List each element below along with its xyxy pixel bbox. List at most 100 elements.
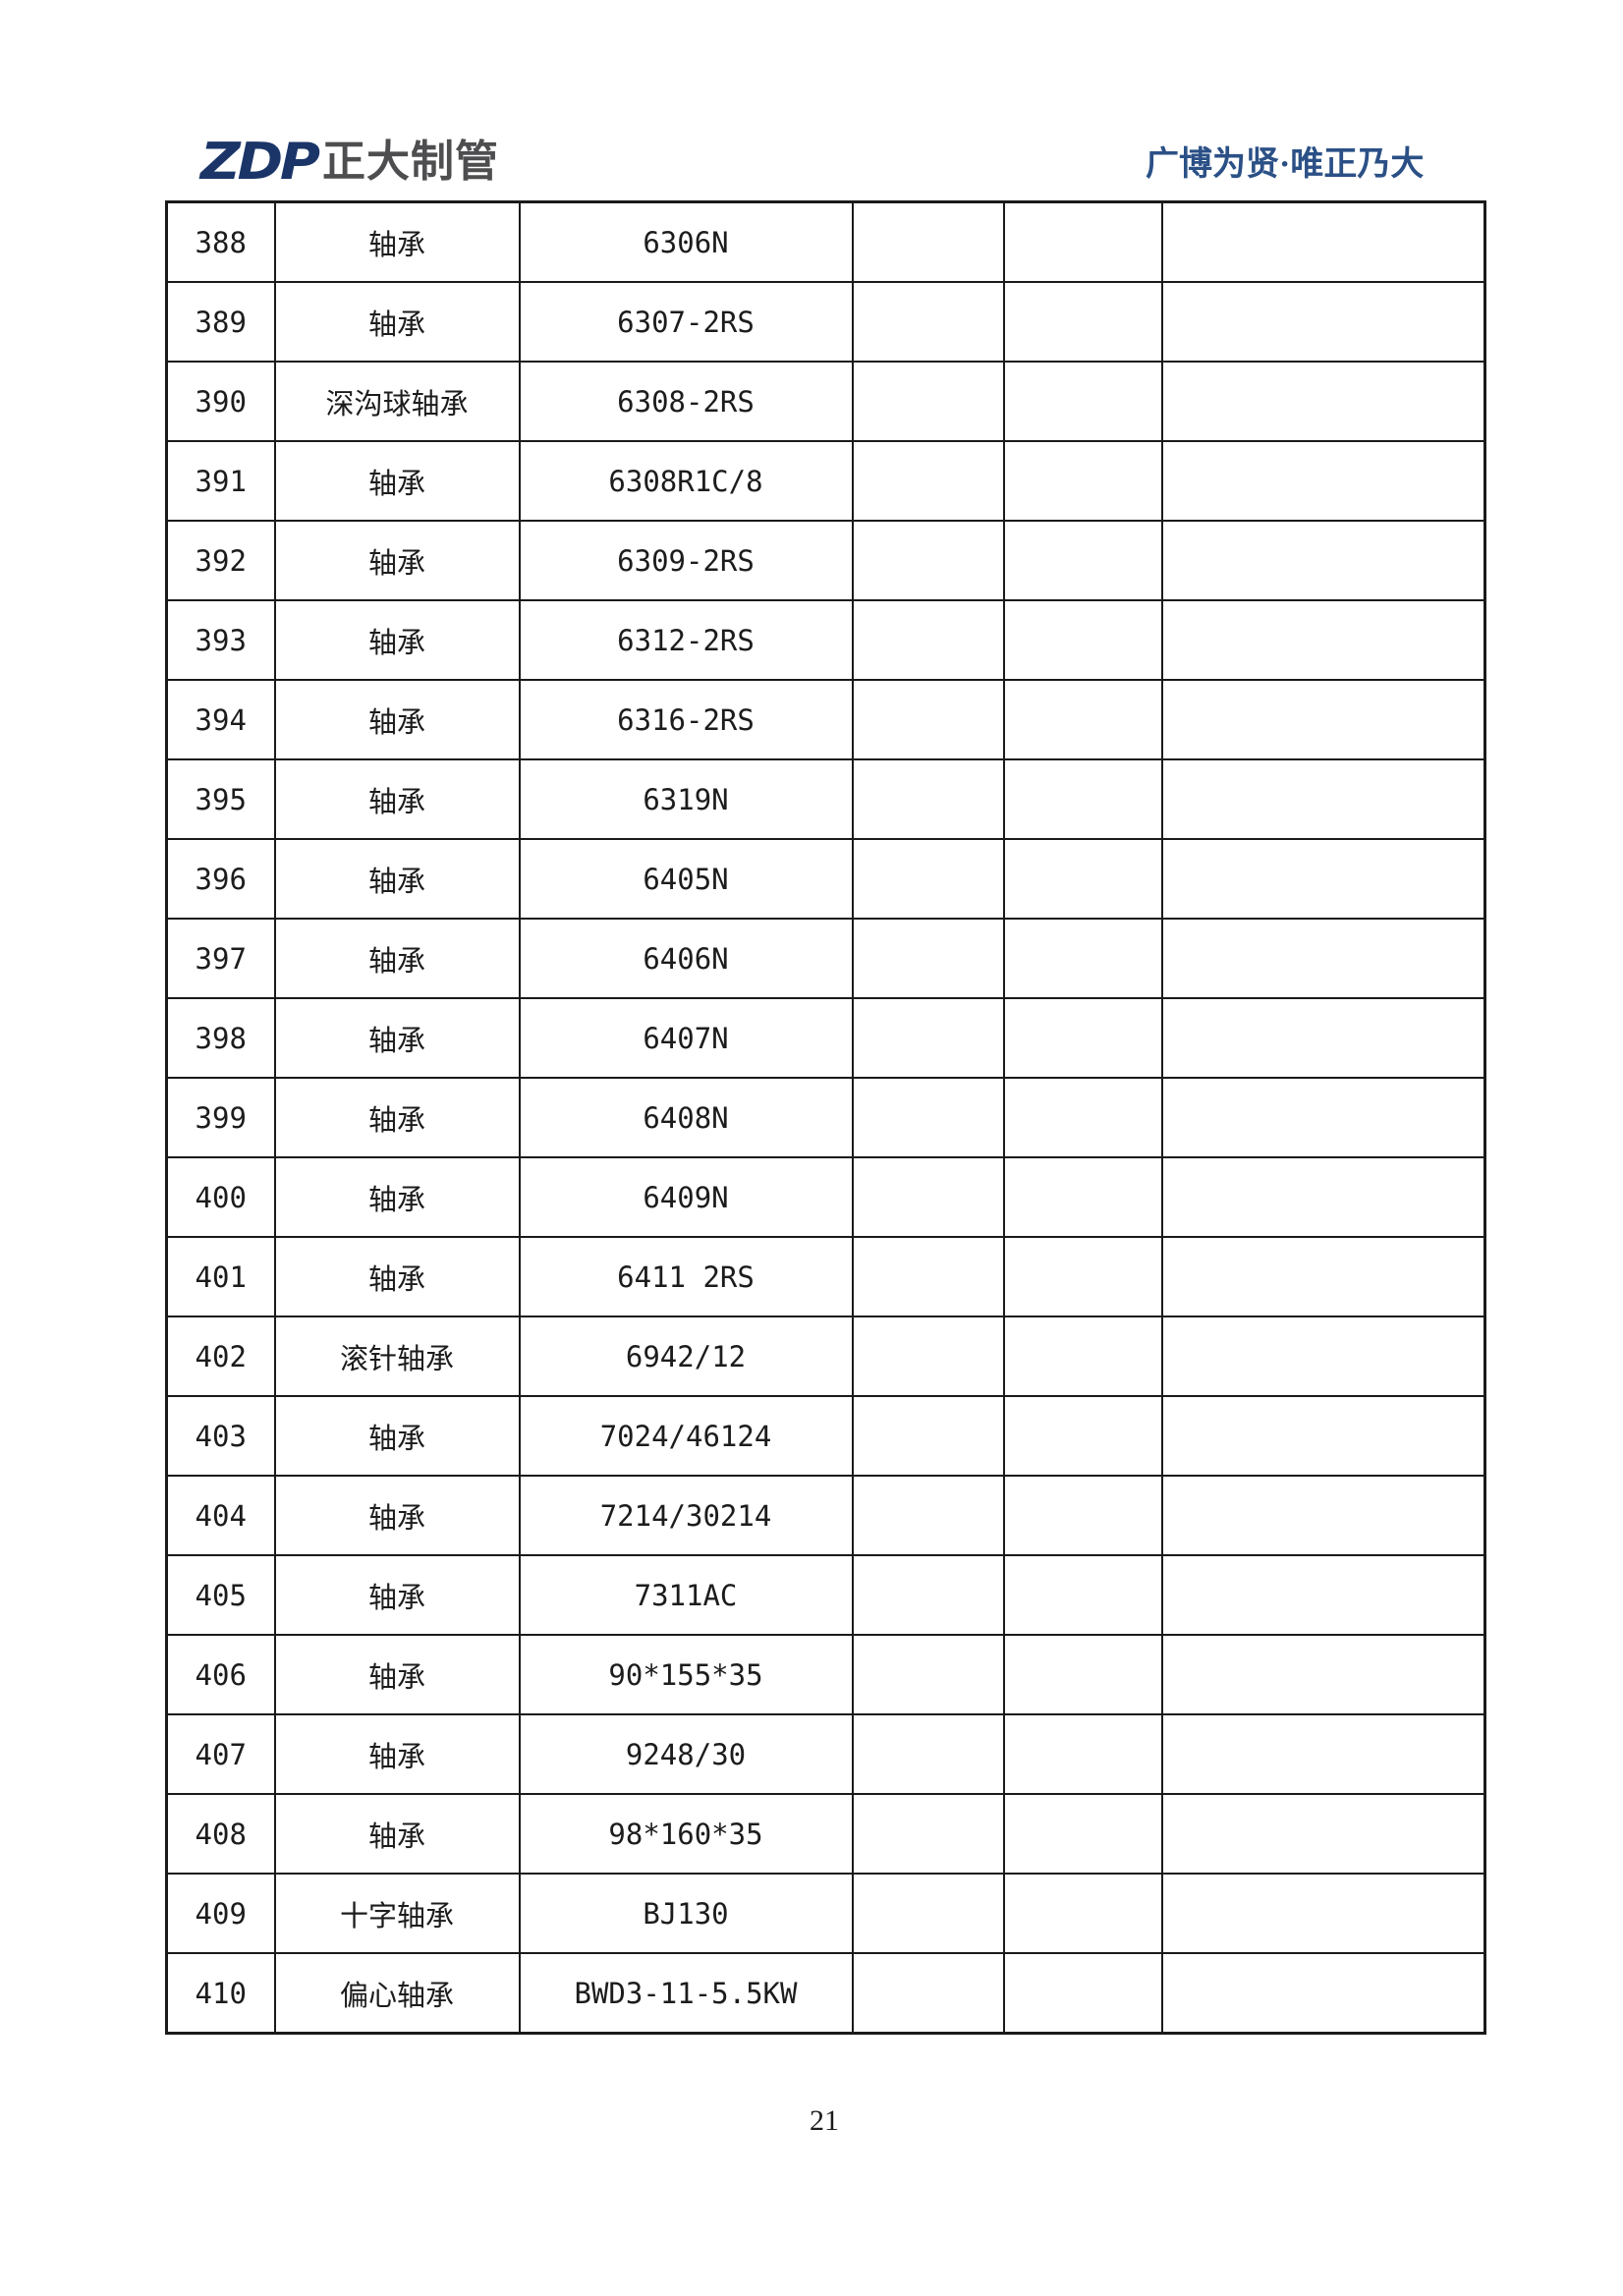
item-spec-cell: 6411 2RS	[518, 1236, 854, 1317]
empty-cell	[1160, 1952, 1486, 2035]
row-number-cell: 410	[165, 1952, 276, 2035]
item-name-cell: 轴承	[273, 758, 521, 840]
table-row: 398 轴承 6407N	[165, 997, 1486, 1079]
table-row: 392 轴承 6309-2RS	[165, 520, 1486, 601]
item-spec-cell: 6409N	[518, 1156, 854, 1238]
item-name-cell: 轴承	[273, 997, 521, 1079]
row-number-cell: 388	[165, 200, 276, 283]
empty-cell	[1002, 1156, 1163, 1238]
company-logo: ZDP 正大制管	[200, 136, 499, 189]
item-spec-cell: 9248/30	[518, 1713, 854, 1795]
empty-cell	[1160, 361, 1486, 442]
empty-cell	[1160, 1873, 1486, 1954]
empty-cell	[1002, 1236, 1163, 1317]
empty-cell	[851, 918, 1005, 999]
table-row: 401 轴承 6411 2RS	[165, 1236, 1486, 1317]
item-spec-cell: 6319N	[518, 758, 854, 840]
item-name-cell: 轴承	[273, 838, 521, 920]
item-name-cell: 轴承	[273, 1077, 521, 1158]
empty-cell	[851, 1634, 1005, 1715]
empty-cell	[1002, 1873, 1163, 1954]
empty-cell	[851, 1554, 1005, 1636]
empty-cell	[1160, 679, 1486, 760]
table-row: 402 滚针轴承 6942/12	[165, 1316, 1486, 1397]
item-spec-cell: 6942/12	[518, 1316, 854, 1397]
empty-cell	[851, 1395, 1005, 1477]
row-number-cell: 403	[165, 1395, 276, 1477]
item-spec-cell: 7024/46124	[518, 1395, 854, 1477]
table-row: 395 轴承 6319N	[165, 758, 1486, 840]
empty-cell	[1002, 1634, 1163, 1715]
item-spec-cell: 6407N	[518, 997, 854, 1079]
table-row: 393 轴承 6312-2RS	[165, 599, 1486, 681]
table-row: 404 轴承 7214/30214	[165, 1475, 1486, 1556]
empty-cell	[1160, 1316, 1486, 1397]
empty-cell	[1002, 281, 1163, 363]
row-number-cell: 402	[165, 1316, 276, 1397]
empty-cell	[1160, 1077, 1486, 1158]
table-row: 405 轴承 7311AC	[165, 1554, 1486, 1636]
row-number-cell: 392	[165, 520, 276, 601]
item-spec-cell: 6309-2RS	[518, 520, 854, 601]
item-spec-cell: 6312-2RS	[518, 599, 854, 681]
empty-cell	[1160, 1554, 1486, 1636]
table-row: 410 偏心轴承 BWD3-11-5.5KW	[165, 1952, 1486, 2035]
empty-cell	[1002, 838, 1163, 920]
item-name-cell: 轴承	[273, 440, 521, 522]
empty-cell	[1160, 1713, 1486, 1795]
empty-cell	[1002, 361, 1163, 442]
table-row: 400 轴承 6409N	[165, 1156, 1486, 1238]
row-number-cell: 400	[165, 1156, 276, 1238]
empty-cell	[1160, 1634, 1486, 1715]
table-row: 397 轴承 6406N	[165, 918, 1486, 999]
empty-cell	[1002, 679, 1163, 760]
item-spec-cell: 90*155*35	[518, 1634, 854, 1715]
empty-cell	[1002, 1952, 1163, 2035]
empty-cell	[1002, 918, 1163, 999]
empty-cell	[851, 838, 1005, 920]
row-number-cell: 404	[165, 1475, 276, 1556]
item-name-cell: 轴承	[273, 1554, 521, 1636]
item-name-cell: 轴承	[273, 1395, 521, 1477]
empty-cell	[851, 758, 1005, 840]
row-number-cell: 391	[165, 440, 276, 522]
item-spec-cell: 6308R1C/8	[518, 440, 854, 522]
empty-cell	[851, 361, 1005, 442]
empty-cell	[851, 1236, 1005, 1317]
empty-cell	[851, 1793, 1005, 1875]
row-number-cell: 406	[165, 1634, 276, 1715]
row-number-cell: 408	[165, 1793, 276, 1875]
empty-cell	[1160, 599, 1486, 681]
table-row: 407 轴承 9248/30	[165, 1713, 1486, 1795]
row-number-cell: 394	[165, 679, 276, 760]
empty-cell	[1002, 520, 1163, 601]
empty-cell	[1160, 520, 1486, 601]
logo-company-name: 正大制管	[321, 137, 499, 187]
parts-table: 388 轴承 6306N 389 轴承 6307-2RS 390 深沟球轴承 6…	[165, 200, 1486, 2035]
item-spec-cell: BJ130	[518, 1873, 854, 1954]
item-spec-cell: 6316-2RS	[518, 679, 854, 760]
empty-cell	[851, 281, 1005, 363]
empty-cell	[1160, 200, 1486, 283]
item-spec-cell: 6307-2RS	[518, 281, 854, 363]
empty-cell	[1160, 1236, 1486, 1317]
empty-cell	[1002, 1793, 1163, 1875]
table-row: 388 轴承 6306N	[165, 200, 1486, 283]
table-row: 409 十字轴承 BJ130	[165, 1873, 1486, 1954]
empty-cell	[1160, 281, 1486, 363]
item-name-cell: 轴承	[273, 1713, 521, 1795]
empty-cell	[1002, 1554, 1163, 1636]
empty-cell	[1160, 838, 1486, 920]
item-spec-cell: 6408N	[518, 1077, 854, 1158]
logo-acronym-text: ZDP	[200, 133, 320, 192]
item-spec-cell: 6306N	[518, 200, 854, 283]
empty-cell	[1160, 1156, 1486, 1238]
empty-cell	[1002, 758, 1163, 840]
table-row: 391 轴承 6308R1C/8	[165, 440, 1486, 522]
empty-cell	[851, 599, 1005, 681]
table-row: 389 轴承 6307-2RS	[165, 281, 1486, 363]
company-slogan: 广博为贤·唯正乃大	[1146, 146, 1425, 183]
empty-cell	[1160, 997, 1486, 1079]
item-name-cell: 轴承	[273, 281, 521, 363]
